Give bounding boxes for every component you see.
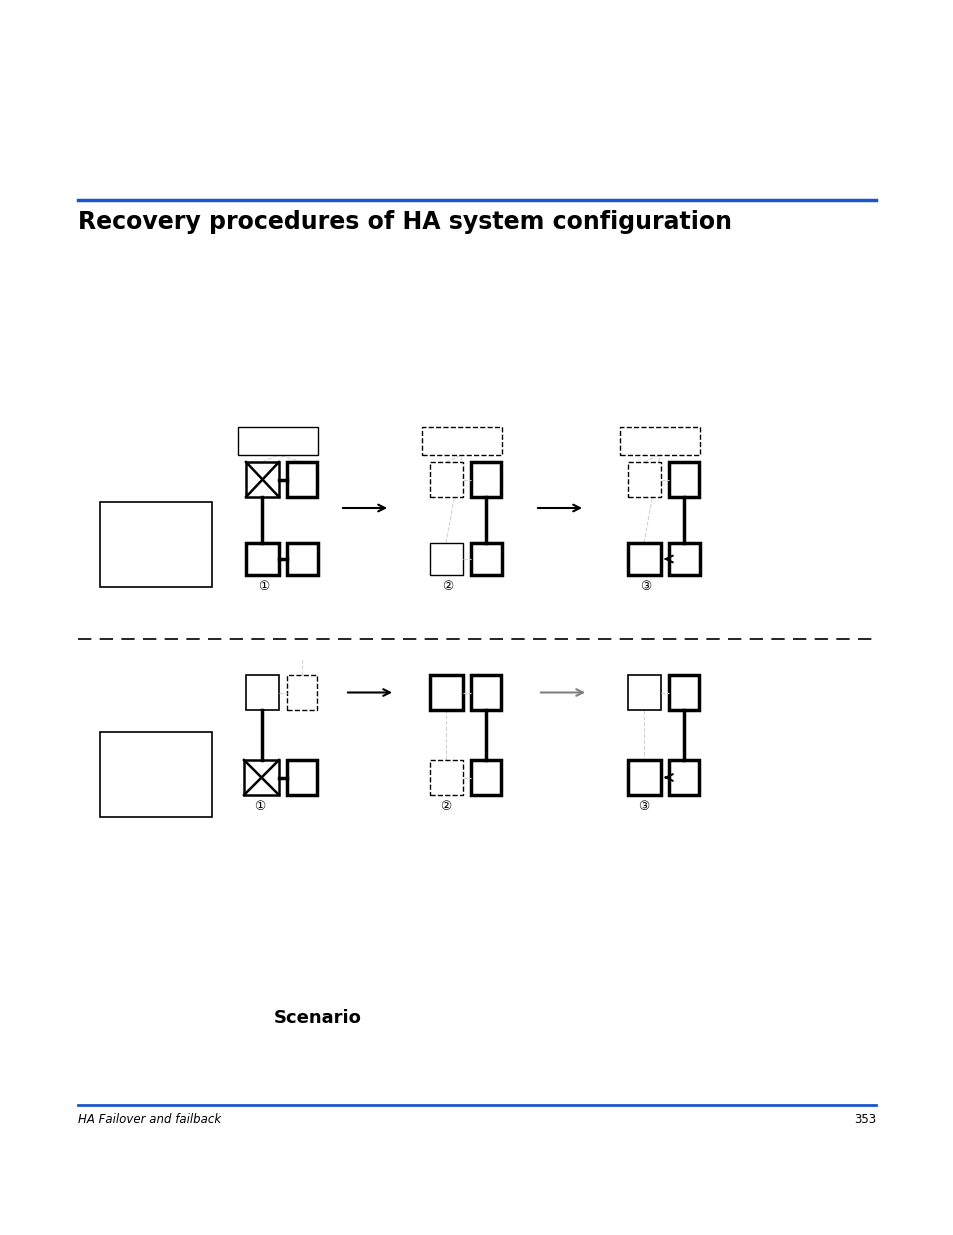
Bar xyxy=(100,732,212,818)
Bar xyxy=(100,501,212,587)
Bar xyxy=(619,427,700,454)
Bar xyxy=(627,543,660,576)
Text: ①: ① xyxy=(258,580,270,593)
Text: Scenario: Scenario xyxy=(274,1009,361,1028)
Text: ③: ③ xyxy=(639,580,651,593)
Bar xyxy=(627,462,660,496)
Bar xyxy=(287,462,316,496)
Bar xyxy=(471,760,500,795)
Bar xyxy=(237,427,317,454)
Bar xyxy=(287,543,317,576)
Bar xyxy=(430,760,462,795)
Bar xyxy=(668,462,699,496)
Bar xyxy=(430,676,462,710)
Text: Recovery procedures of HA system configuration: Recovery procedures of HA system configu… xyxy=(78,210,731,233)
Text: ②: ② xyxy=(442,580,453,593)
Text: ③: ③ xyxy=(638,800,649,813)
Bar xyxy=(244,760,278,795)
Bar xyxy=(471,543,501,576)
Bar xyxy=(246,462,278,496)
Bar xyxy=(471,676,500,710)
Bar xyxy=(421,427,501,454)
Text: ①: ① xyxy=(254,800,265,813)
Bar xyxy=(430,462,462,496)
Text: ②: ② xyxy=(440,800,451,813)
Bar xyxy=(668,676,699,710)
Bar xyxy=(471,462,500,496)
Bar xyxy=(287,760,316,795)
Bar xyxy=(627,760,660,795)
Bar xyxy=(668,760,699,795)
Bar xyxy=(287,676,316,710)
Bar xyxy=(430,543,462,576)
Text: HA Failover and failback: HA Failover and failback xyxy=(78,1113,221,1126)
Bar xyxy=(668,543,700,576)
Bar xyxy=(246,676,278,710)
Text: 353: 353 xyxy=(853,1113,875,1126)
Bar xyxy=(246,543,278,576)
Bar xyxy=(627,676,660,710)
